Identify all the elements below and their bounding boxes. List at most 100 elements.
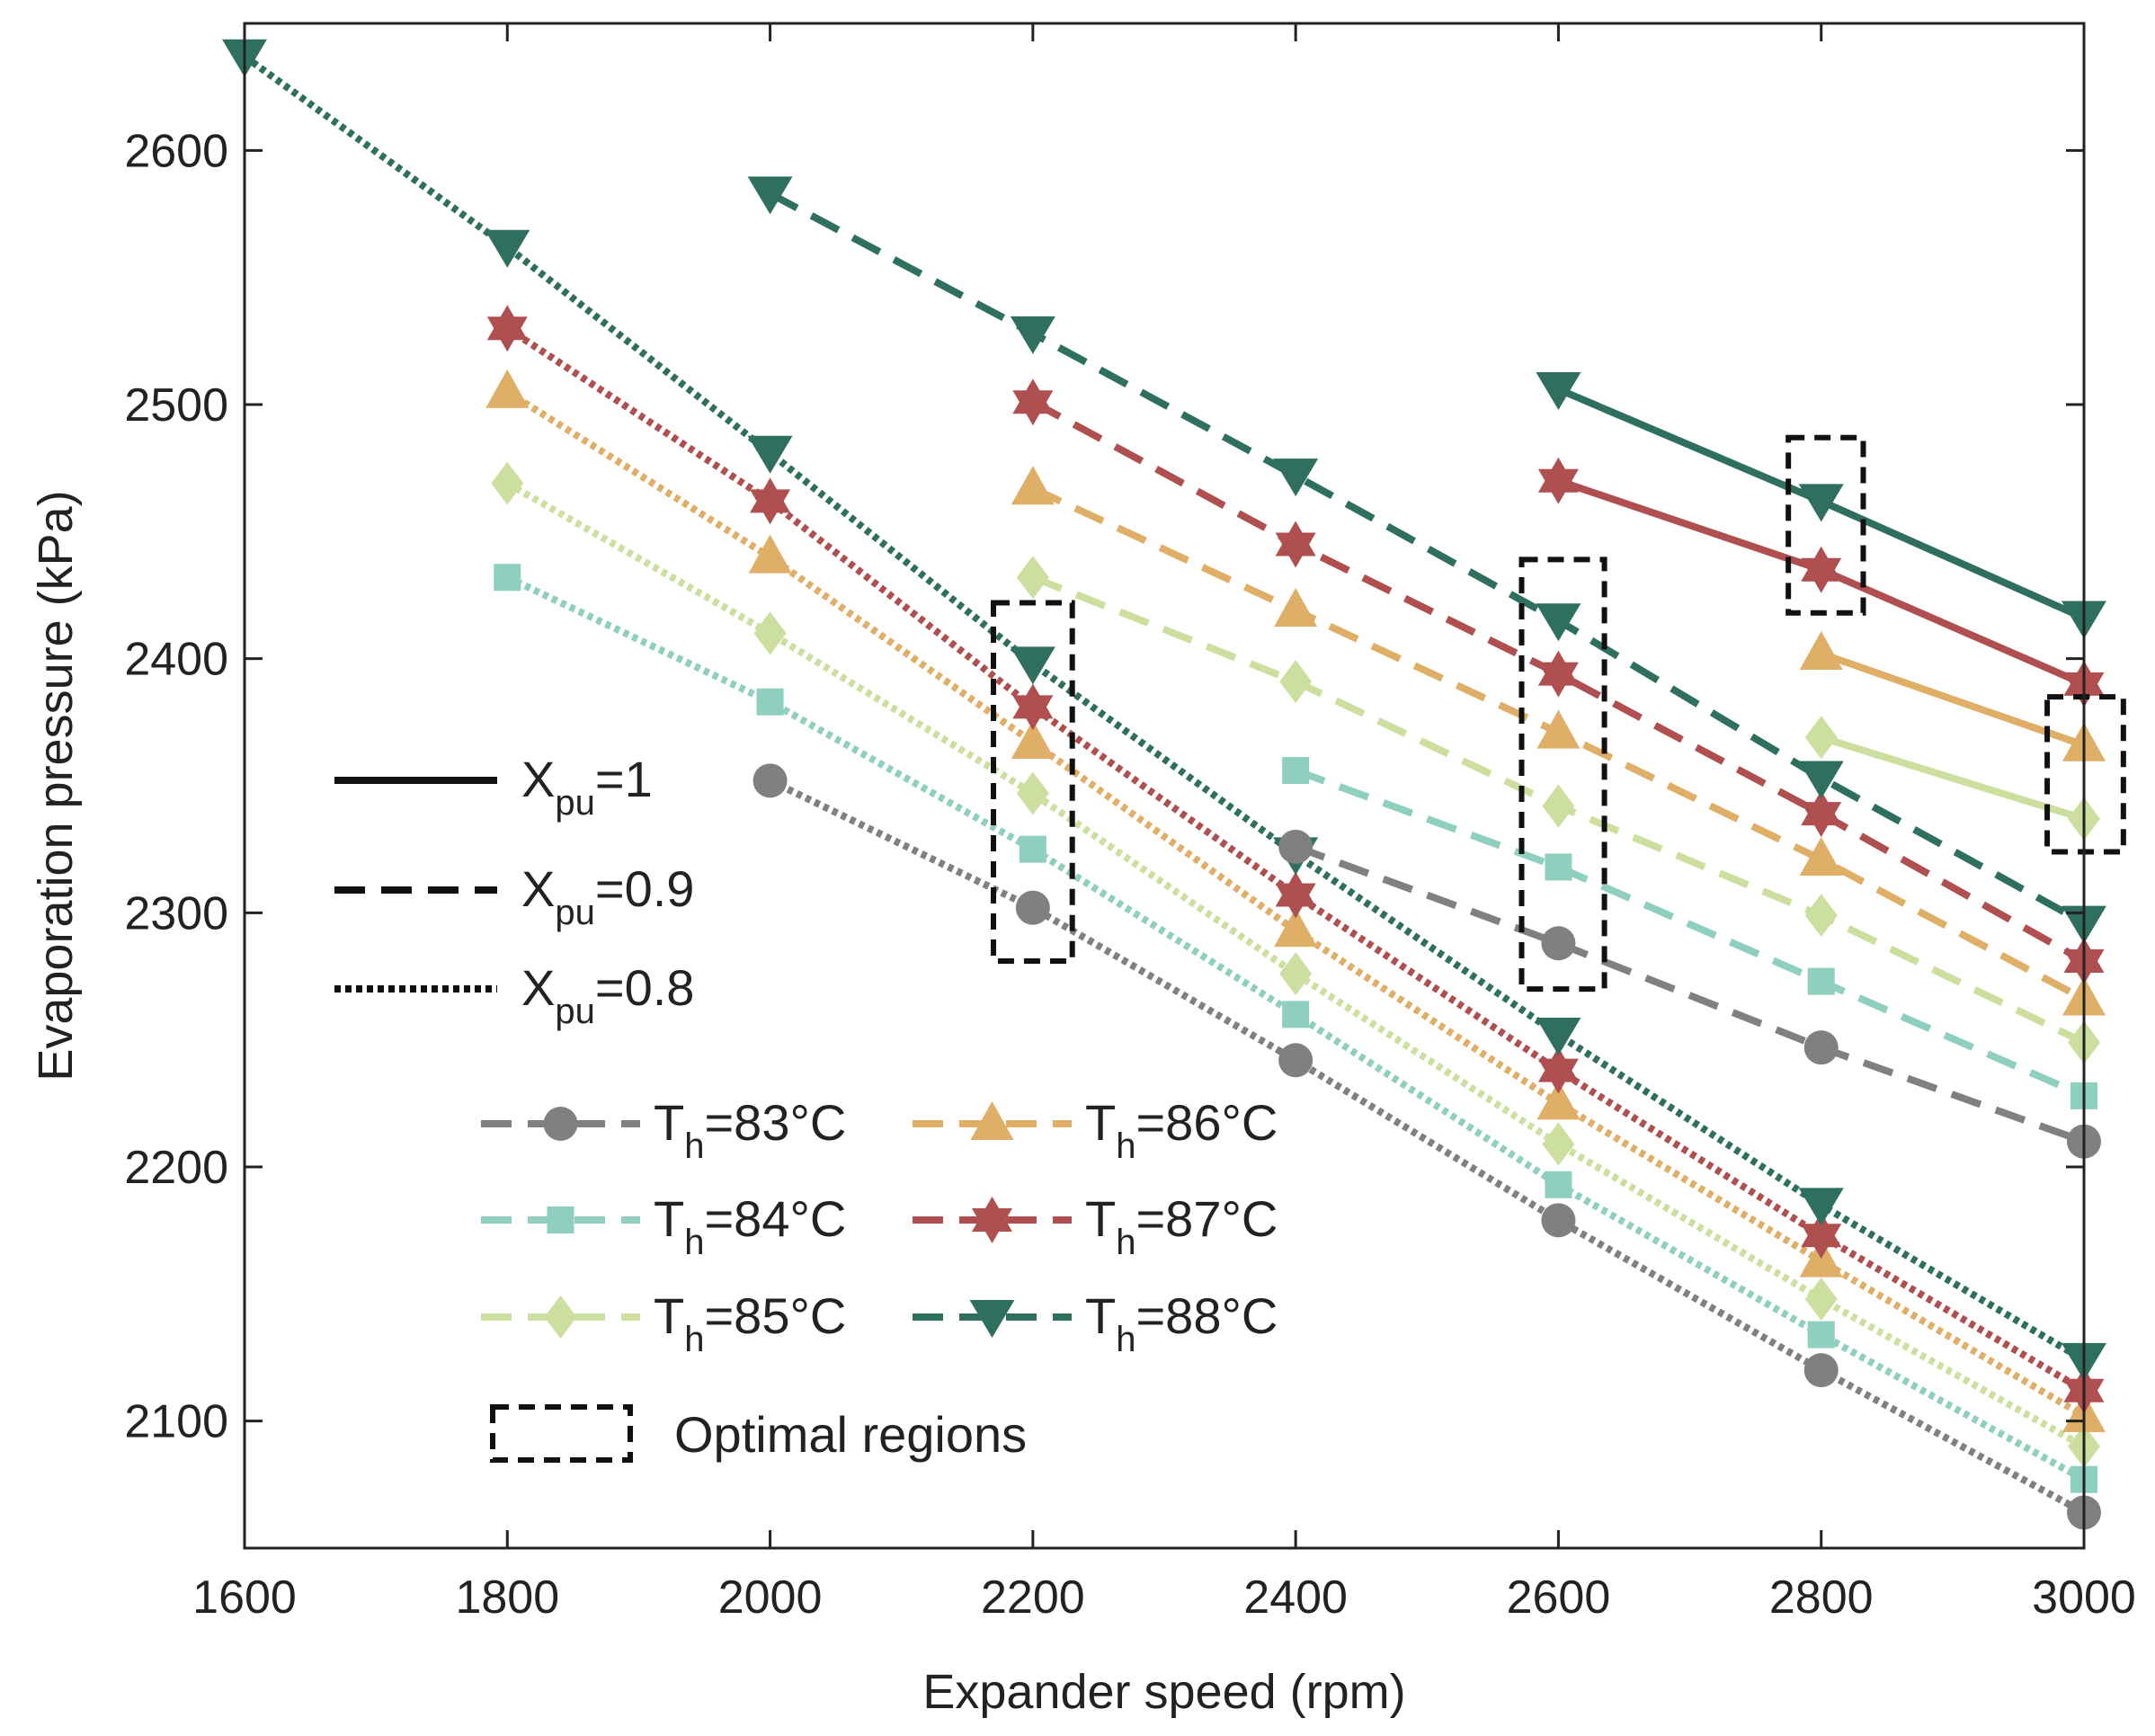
data-point-t87-dotted-1800 (486, 305, 528, 352)
data-point-t88-dotted-2000 (747, 435, 793, 474)
data-point-t85-dashed-2600 (1542, 784, 1575, 828)
data-point-t88-dashed-2200 (1010, 316, 1055, 354)
data-point-t86-dotted-2600 (1536, 1081, 1581, 1120)
plot-area-frame (243, 22, 2086, 1550)
data-point-t85-dotted-2600 (1542, 1122, 1575, 1166)
data-point-t88-dashed-2600 (1536, 603, 1581, 642)
data-point-t88-solid-2800 (1798, 484, 1844, 522)
x-axis-title: Expander speed (rpm) (922, 1665, 1405, 1719)
series-line-t86-solid (1820, 650, 2086, 749)
optimal-region-3 (1785, 434, 1866, 616)
legend-temp-label-t87: Th=87°C (1085, 1190, 1278, 1262)
series-line-t87-dashed (1030, 398, 2086, 965)
data-point-t87-dotted-2200 (1012, 683, 1054, 731)
data-point-t86-solid-2800 (1799, 631, 1843, 671)
series-line-t85-solid (1820, 734, 2086, 823)
data-point-t85-dashed-2800 (1804, 894, 1838, 938)
y-axis-ticks: 2100 2200 2300 2400 2500 2600 (124, 125, 2084, 1448)
x-tick-label-3000: 3000 (2032, 1571, 2136, 1624)
data-point-t85-solid-2800 (1804, 716, 1838, 760)
data-point-t83-dotted-2000 (752, 763, 788, 798)
series-line-t88-dashed (768, 190, 2086, 927)
data-point-t84-dotted-2000 (756, 688, 784, 716)
data-point-t87-dotted-2600 (1537, 1046, 1579, 1094)
data-point-t85-dotted-2200 (1016, 771, 1049, 815)
data-point-t84-dotted-2200 (1019, 835, 1046, 863)
y-tick-label-2500: 2500 (124, 379, 228, 432)
legend-temp-marker-t85 (544, 1295, 577, 1339)
data-point-t87-dashed-2800 (1801, 790, 1842, 838)
optimal-region-1 (991, 600, 1075, 965)
x-tick-label-2400: 2400 (1243, 1571, 1348, 1624)
data-point-t88-solid-2600 (1536, 372, 1581, 411)
data-point-t87-solid-2600 (1537, 457, 1579, 504)
data-point-t88-dotted-2200 (1010, 646, 1055, 685)
data-point-t85-dotted-2400 (1279, 952, 1313, 996)
data-point-t88-dotted-2600 (1536, 1018, 1581, 1056)
data-point-t87-solid-2800 (1801, 546, 1842, 593)
legend-temp-marker-t87 (972, 1197, 1012, 1243)
data-point-t85-dotted-1800 (491, 461, 524, 505)
x-tick-label-1600: 1600 (192, 1571, 297, 1624)
legend-style-label-dotted: Xpu=0.8 (521, 959, 694, 1031)
data-point-t88-dotted-2800 (1798, 1188, 1844, 1226)
data-point-t83-dashed-2400 (1278, 829, 1313, 864)
legend-temp-marker-t88 (969, 1300, 1015, 1338)
series-line-t84-dashed (1294, 767, 2086, 1099)
data-point-t83-dotted-2400 (1278, 1043, 1313, 1078)
data-point-t83-dotted-2800 (1803, 1353, 1839, 1388)
data-point-t86-dotted-1800 (485, 369, 530, 408)
data-point-t86-dotted-2200 (1011, 719, 1055, 759)
data-point-t87-dotted-2400 (1275, 871, 1316, 919)
x-tick-label-1800: 1800 (455, 1571, 559, 1624)
x-tick-label-2000: 2000 (718, 1571, 823, 1624)
data-point-t86-dashed-2400 (1274, 587, 1318, 627)
legend-temp-label-t84: Th=84°C (654, 1190, 846, 1262)
y-tick-label-2200: 2200 (124, 1142, 228, 1194)
data-point-t83-dotted-2200 (1015, 890, 1050, 925)
data-point-t86-dashed-2600 (1536, 709, 1581, 749)
data-point-t83-dotted-2600 (1541, 1203, 1576, 1238)
data-point-t88-dashed-2800 (1798, 761, 1844, 799)
x-tick-label-2600: 2600 (1507, 1571, 1611, 1624)
data-point-t88-dotted-1800 (485, 229, 530, 268)
temperature-legend: Th=83°C Th=84°C Th=85°C Th=86°C Th=87°C Th=88… (481, 1094, 1278, 1359)
legend-temp-marker-t83 (543, 1107, 578, 1141)
data-point-t87-dashed-2600 (1537, 650, 1579, 698)
data-point-t83-dashed-2800 (1803, 1030, 1839, 1065)
legend-temp-marker-t86 (970, 1101, 1014, 1140)
optimal-region-legend-box (490, 1404, 633, 1463)
y-tick-label-2400: 2400 (124, 634, 228, 686)
data-point-t87-dashed-2200 (1012, 378, 1054, 426)
y-tick-label-2300: 2300 (124, 887, 228, 939)
x-axis-ticks: 1600 1800 2000 2200 2400 2600 2800 3000 (192, 23, 2136, 1624)
data-point-t85-dotted-2000 (753, 611, 787, 655)
data-point-t84-dotted-1800 (494, 564, 521, 592)
data-point-t83-dashed-2600 (1541, 926, 1576, 961)
data-point-t85-dashed-2200 (1016, 556, 1049, 600)
data-point-t88-dashed-2400 (1273, 458, 1319, 497)
x-tick-label-2800: 2800 (1769, 1571, 1874, 1624)
optimal-region-legend: Optimal regions (490, 1404, 1027, 1463)
y-tick-label-2600: 2600 (124, 125, 228, 177)
data-point-t84-dotted-2800 (1807, 1321, 1835, 1349)
series-line-t88-dotted (242, 53, 2087, 1364)
data-point-t84-dotted-2600 (1545, 1171, 1572, 1198)
line-style-legend: Xpu=1 Xpu=0.9 Xpu=0.8 (334, 751, 694, 1031)
optimal-region-legend-label: Optimal regions (674, 1406, 1027, 1463)
legend-temp-label-t86: Th=86°C (1085, 1094, 1278, 1166)
series-line-t83-dashed (1294, 843, 2086, 1145)
legend-temp-label-t85: Th=85°C (654, 1287, 846, 1359)
legend-temp-label-t83: Th=83°C (654, 1094, 846, 1166)
data-point-t85-dashed-2400 (1279, 660, 1313, 704)
data-point-t86-dotted-2000 (748, 534, 792, 574)
data-point-t88-dashed-2000 (747, 176, 793, 215)
y-axis-title: Evaporation pressure (kPa) (29, 490, 83, 1081)
data-point-t85-dotted-2800 (1804, 1277, 1838, 1321)
data-point-t87-dotted-2800 (1801, 1212, 1842, 1260)
data-point-t84-dotted-2400 (1282, 1001, 1310, 1028)
data-point-t86-dashed-2200 (1011, 466, 1055, 505)
data-point-t86-dotted-2400 (1274, 908, 1318, 948)
